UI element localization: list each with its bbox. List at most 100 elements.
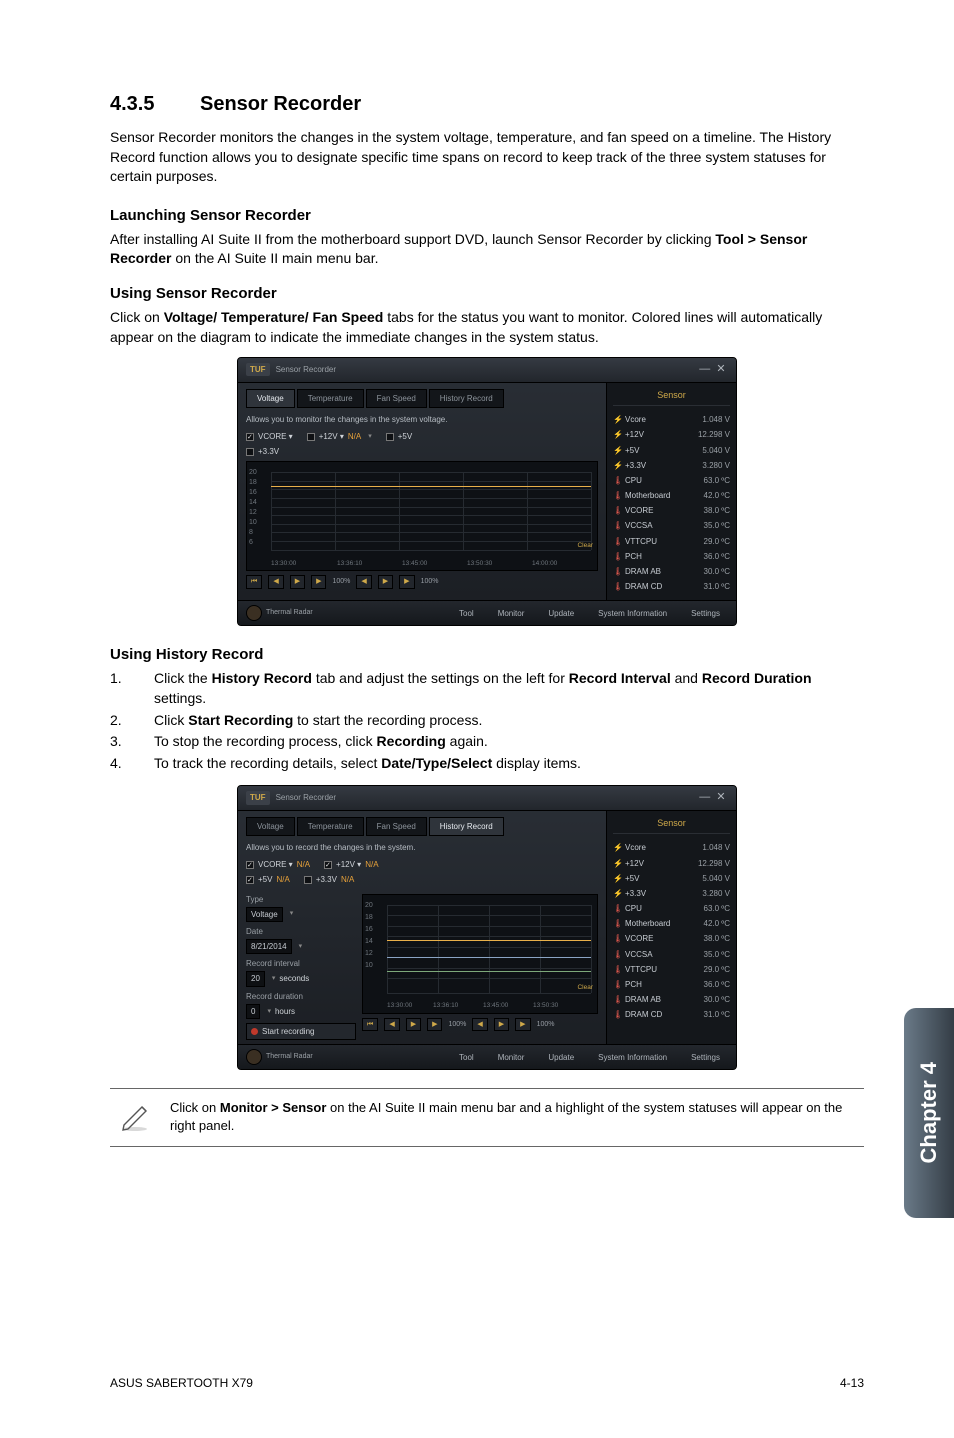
section-heading: 4.3.5Sensor Recorder: [110, 90, 864, 118]
tab-temperature[interactable]: Temperature: [297, 389, 364, 408]
note-box: Click on Monitor > Sensor on the AI Suit…: [110, 1088, 864, 1146]
footer-sysinfo[interactable]: System Information: [590, 1050, 675, 1065]
footer-monitor[interactable]: Monitor: [490, 606, 533, 621]
time-right2-icon[interactable]: ▶: [399, 575, 414, 589]
tab-fanspeed[interactable]: Fan Speed: [366, 817, 427, 836]
history-heading: Using History Record: [110, 644, 864, 665]
time-left-icon[interactable]: ◀: [384, 1018, 399, 1032]
sensor-sidebar: Sensor ⚡Vcore1.048 V ⚡+12V12.298 V ⚡+5V5…: [606, 383, 736, 601]
window-controls[interactable]: — ✕: [698, 790, 728, 805]
time-right-icon[interactable]: ▶: [427, 1018, 442, 1032]
side-row: 🌡VTTCPU29.0 ºC: [613, 534, 730, 549]
timeline-controls[interactable]: ⏮ ◀ ▶ ▶ 100% ◀ ▶ ▶ 100%: [246, 575, 598, 589]
time-right-icon[interactable]: ▶: [311, 575, 326, 589]
footer-settings[interactable]: Settings: [683, 606, 728, 621]
chk-5v[interactable]: +5V: [386, 431, 412, 442]
time-scale2: 100%: [537, 1020, 555, 1030]
time-play2-icon[interactable]: ▶: [494, 1018, 509, 1032]
steps-list: 1.Click the History Record tab and adjus…: [110, 669, 864, 773]
history-settings: Type Voltage▾ Date 8/21/2014▾ Record int…: [246, 890, 356, 1041]
time-right2-icon[interactable]: ▶: [515, 1018, 530, 1032]
voltage-chart: 20 18 16 14 12 10 8 6 13:30:00 13:36:10 …: [246, 461, 598, 571]
minimize-icon[interactable]: —: [698, 362, 712, 377]
time-left2-icon[interactable]: ◀: [356, 575, 371, 589]
chk-12v[interactable]: +12V ▾ N/A▾: [307, 431, 372, 442]
side-row: ⚡+12V12.298 V: [613, 427, 730, 442]
type-select[interactable]: Voltage: [246, 907, 283, 922]
date-label: Date: [246, 926, 356, 937]
side-row: ⚡+3.3V3.280 V: [613, 458, 730, 473]
date-select[interactable]: 8/21/2014: [246, 939, 292, 954]
side-row: 🌡VCCSA35.0 ºC: [613, 947, 730, 962]
type-label: Type: [246, 894, 356, 905]
tab-temperature[interactable]: Temperature: [297, 817, 364, 836]
footer-monitor[interactable]: Monitor: [490, 1050, 533, 1065]
chk-5v[interactable]: +5V N/A: [246, 874, 290, 885]
side-row: 🌡DRAM AB30.0 ºC: [613, 992, 730, 1007]
sensor-recorder-screenshot-history: TUF Sensor Recorder — ✕ Voltage Temperat…: [237, 785, 737, 1070]
footer-update[interactable]: Update: [540, 606, 582, 621]
duration-value[interactable]: 0: [246, 1004, 260, 1019]
monitor-path: Monitor > Sensor: [220, 1100, 327, 1115]
time-play2-icon[interactable]: ▶: [378, 575, 393, 589]
time-prev-icon[interactable]: ⏮: [246, 575, 262, 589]
footer-update[interactable]: Update: [540, 1050, 582, 1065]
close-icon[interactable]: ✕: [714, 362, 728, 377]
pencil-icon: [118, 1099, 152, 1133]
chapter-label: Chapter 4: [916, 1062, 942, 1163]
close-icon[interactable]: ✕: [714, 790, 728, 805]
clear-button[interactable]: Clear: [577, 983, 593, 992]
chk-vcore[interactable]: VCORE ▾: [246, 431, 293, 442]
side-row: ⚡+5V5.040 V: [613, 443, 730, 458]
tab-bar: Voltage Temperature Fan Speed History Re…: [246, 389, 598, 408]
minimize-icon[interactable]: —: [698, 790, 712, 805]
side-row: ⚡+3.3V3.280 V: [613, 886, 730, 901]
time-left2-icon[interactable]: ◀: [472, 1018, 487, 1032]
footer-settings[interactable]: Settings: [683, 1050, 728, 1065]
side-row: 🌡VTTCPU29.0 ºC: [613, 962, 730, 977]
chk-12v[interactable]: +12V ▾ N/A: [324, 859, 379, 870]
hint-text: Allows you to monitor the changes in the…: [246, 414, 598, 425]
chk-33v[interactable]: +3.3V: [246, 446, 279, 457]
footer-sysinfo[interactable]: System Information: [590, 606, 675, 621]
time-left-icon[interactable]: ◀: [268, 575, 283, 589]
step-1: 1.Click the History Record tab and adjus…: [110, 669, 864, 708]
window-controls[interactable]: — ✕: [698, 362, 728, 377]
record-interval-label: Record interval: [246, 958, 356, 969]
timeline-controls[interactable]: ⏮ ◀ ▶ ▶ 100% ◀ ▶ ▶ 100%: [362, 1018, 598, 1032]
tab-fanspeed[interactable]: Fan Speed: [366, 389, 427, 408]
side-row: ⚡Vcore1.048 V: [613, 412, 730, 427]
side-row: 🌡DRAM CD31.0 ºC: [613, 579, 730, 594]
side-row: ⚡+5V5.040 V: [613, 871, 730, 886]
sidebar-title: Sensor: [613, 389, 730, 407]
tab-voltage[interactable]: Voltage: [246, 817, 295, 836]
sensor-sidebar: Sensor ⚡Vcore1.048 V ⚡+12V12.298 V ⚡+5V5…: [606, 811, 736, 1044]
side-row: ⚡+12V12.298 V: [613, 856, 730, 871]
footer-tool[interactable]: Tool: [451, 1050, 482, 1065]
side-row: 🌡VCORE38.0 ºC: [613, 503, 730, 518]
side-row: 🌡DRAM CD31.0 ºC: [613, 1007, 730, 1022]
time-play-icon[interactable]: ▶: [290, 575, 305, 589]
tab-history[interactable]: History Record: [429, 389, 504, 408]
side-row: 🌡PCH36.0 ºC: [613, 549, 730, 564]
app-titlebar: TUF Sensor Recorder — ✕: [238, 358, 736, 382]
chk-33v[interactable]: +3.3V N/A: [304, 874, 354, 885]
thermal-radar[interactable]: Thermal Radar: [246, 605, 313, 621]
time-play-icon[interactable]: ▶: [406, 1018, 421, 1032]
tab-voltage[interactable]: Voltage: [246, 389, 295, 408]
footer-tool[interactable]: Tool: [451, 606, 482, 621]
page-footer: ASUS SABERTOOTH X79 4-13: [110, 1376, 864, 1390]
start-recording-button[interactable]: Start recording: [246, 1023, 356, 1040]
tab-history[interactable]: History Record: [429, 817, 504, 836]
time-scale: 100%: [448, 1020, 466, 1030]
brand-badge: TUF: [246, 363, 270, 376]
chk-vcore[interactable]: VCORE ▾ N/A: [246, 859, 310, 870]
clear-button[interactable]: Clear: [577, 541, 593, 550]
history-chart: 20 18 16 14 12 10 13:30:00 13:36:10 13:4…: [362, 894, 598, 1014]
thermal-radar[interactable]: Thermal Radar: [246, 1049, 313, 1065]
time-scale2: 100%: [421, 577, 439, 587]
time-prev-icon[interactable]: ⏮: [362, 1018, 378, 1032]
tabs-names: Voltage/ Temperature/ Fan Speed: [164, 309, 384, 325]
interval-value[interactable]: 20: [246, 971, 265, 986]
sidebar-title: Sensor: [613, 817, 730, 835]
